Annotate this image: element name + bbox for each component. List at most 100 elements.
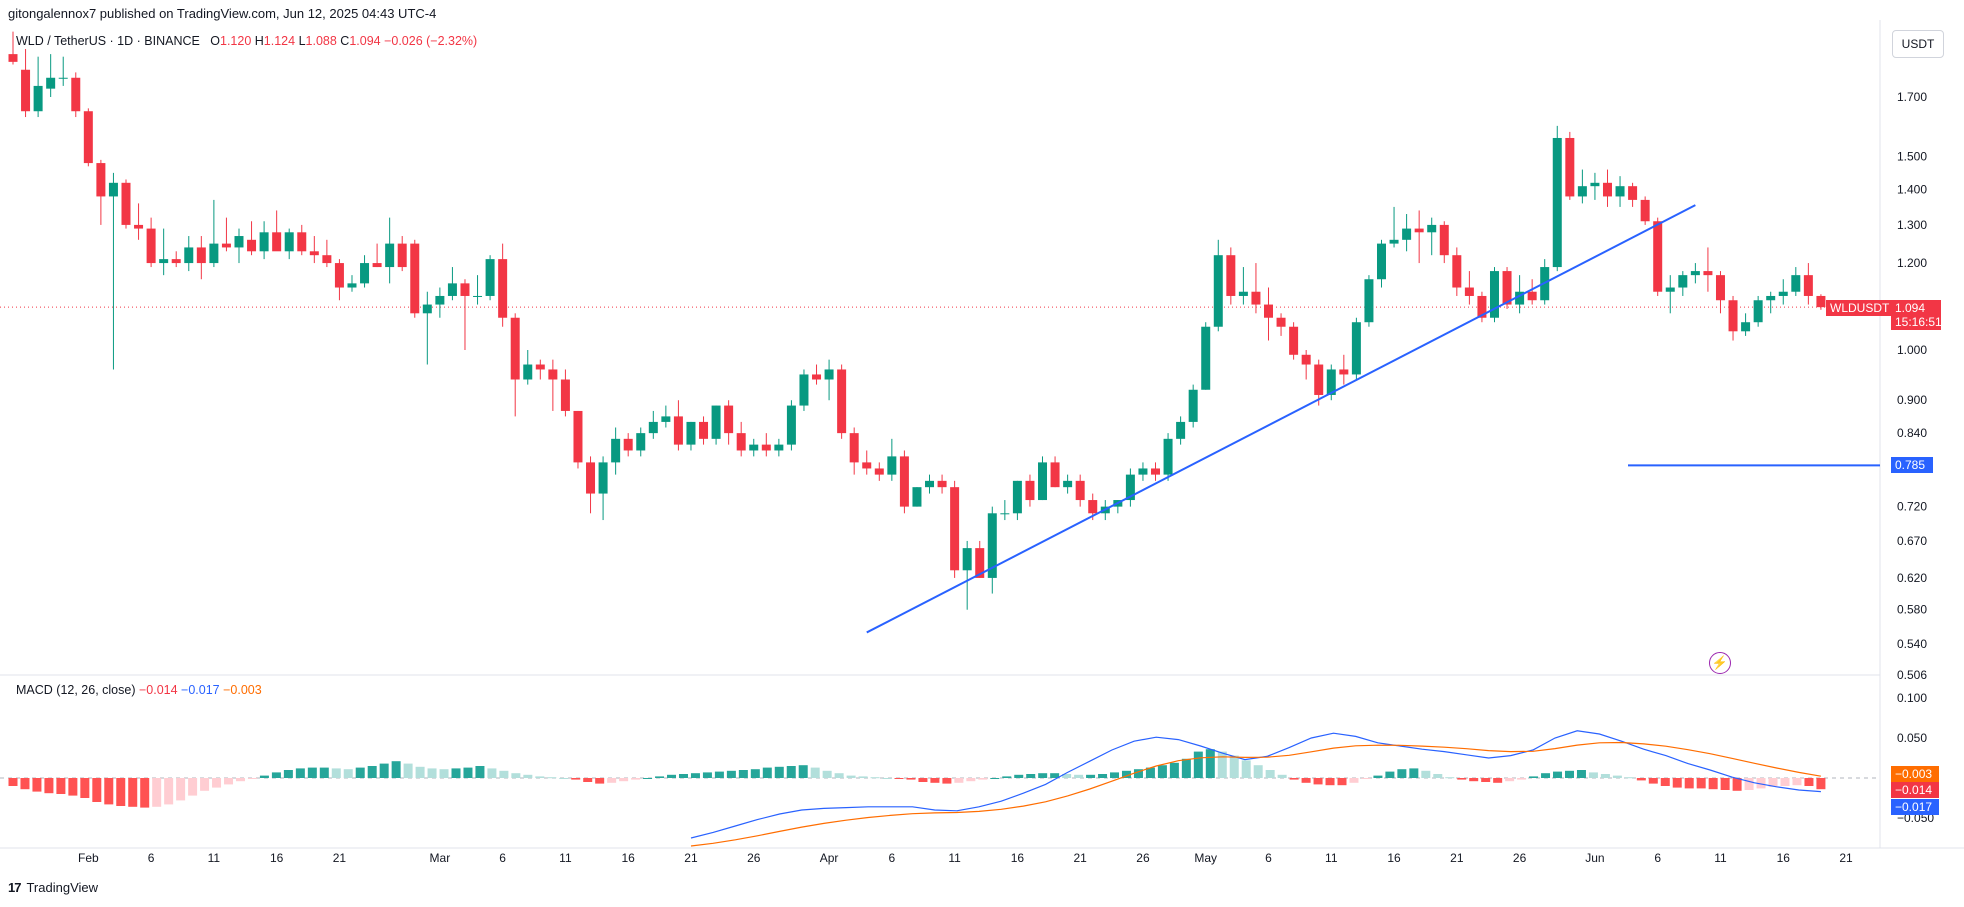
symbol-title[interactable]: WLD / TetherUS · 1D · BINANCE xyxy=(16,34,200,48)
candle-body[interactable] xyxy=(1264,304,1273,318)
candle-body[interactable] xyxy=(1050,462,1060,488)
candle-body[interactable] xyxy=(560,379,570,411)
candle-body[interactable] xyxy=(937,480,947,488)
candle-body[interactable] xyxy=(1326,369,1336,395)
candle-body[interactable] xyxy=(422,304,432,314)
candle-body[interactable] xyxy=(334,263,344,288)
candle-body[interactable] xyxy=(1590,182,1600,187)
candle-body[interactable] xyxy=(1012,480,1022,514)
candle-body[interactable] xyxy=(586,462,596,494)
candle-body[interactable] xyxy=(146,228,156,264)
candle-body[interactable] xyxy=(1728,300,1738,332)
candle-body[interactable] xyxy=(1301,354,1311,365)
candle-body[interactable] xyxy=(1201,326,1211,390)
candle-body[interactable] xyxy=(385,243,395,268)
candle-body[interactable] xyxy=(1238,291,1248,296)
candle-body[interactable] xyxy=(736,433,746,451)
candle-body[interactable] xyxy=(887,456,897,475)
candle-body[interactable] xyxy=(699,421,709,439)
candle-body[interactable] xyxy=(899,456,909,507)
candle-body[interactable] xyxy=(1364,279,1374,323)
candle-body[interactable] xyxy=(1602,182,1612,197)
candle-body[interactable] xyxy=(1188,389,1198,422)
candle-body[interactable] xyxy=(962,548,972,571)
candle-body[interactable] xyxy=(184,247,194,264)
candle-body[interactable] xyxy=(1502,271,1512,305)
candle-body[interactable] xyxy=(862,462,872,469)
candle-body[interactable] xyxy=(523,364,533,380)
candle-body[interactable] xyxy=(874,468,884,475)
candle-body[interactable] xyxy=(498,259,508,318)
candle-body[interactable] xyxy=(1690,271,1700,276)
candle-body[interactable] xyxy=(473,295,483,297)
candle-body[interactable] xyxy=(1339,369,1349,375)
candle-body[interactable] xyxy=(272,232,282,252)
candle-body[interactable] xyxy=(410,243,420,314)
candle-body[interactable] xyxy=(96,163,106,197)
candle-body[interactable] xyxy=(1515,291,1525,305)
candle-body[interactable] xyxy=(535,364,545,370)
currency-button[interactable]: USDT xyxy=(1892,30,1944,58)
candle-body[interactable] xyxy=(799,374,809,406)
candle-body[interactable] xyxy=(1063,480,1073,488)
candle-body[interactable] xyxy=(1452,255,1462,288)
candle-body[interactable] xyxy=(21,69,31,112)
candle-body[interactable] xyxy=(1816,295,1826,308)
candle-body[interactable] xyxy=(1402,228,1412,240)
candle-body[interactable] xyxy=(1427,224,1437,233)
level-tag[interactable]: 0.785 xyxy=(1891,457,1933,473)
candle-body[interactable] xyxy=(1477,295,1487,318)
candle-body[interactable] xyxy=(661,416,671,422)
candle-body[interactable] xyxy=(1376,243,1386,280)
candle-body[interactable] xyxy=(1075,480,1085,501)
candle-body[interactable] xyxy=(1163,438,1173,475)
candle-body[interactable] xyxy=(33,85,43,112)
candle-body[interactable] xyxy=(1803,275,1813,296)
candle-body[interactable] xyxy=(134,224,144,229)
candle-body[interactable] xyxy=(673,416,683,445)
candle-body[interactable] xyxy=(309,251,319,256)
candle-body[interactable] xyxy=(234,236,244,248)
candle-body[interactable] xyxy=(435,295,445,305)
candle-body[interactable] xyxy=(1640,199,1650,222)
ascending-trendline[interactable] xyxy=(866,204,1696,634)
candle-body[interactable] xyxy=(284,232,294,252)
candle-body[interactable] xyxy=(460,283,470,296)
candle-body[interactable] xyxy=(209,243,219,264)
candle-body[interactable] xyxy=(724,405,734,434)
candle-body[interactable] xyxy=(1176,421,1186,439)
macd-title[interactable]: MACD (12, 26, close) xyxy=(16,683,136,697)
candle-body[interactable] xyxy=(950,487,960,571)
candle-body[interactable] xyxy=(837,369,847,434)
candle-body[interactable] xyxy=(975,548,985,578)
candle-body[interactable] xyxy=(573,410,583,463)
candle-body[interactable] xyxy=(1552,137,1562,268)
candle-body[interactable] xyxy=(1351,322,1361,375)
candle-body[interactable] xyxy=(1678,275,1688,288)
candle-body[interactable] xyxy=(196,247,206,264)
candle-body[interactable] xyxy=(297,232,307,252)
candle-body[interactable] xyxy=(1276,317,1286,327)
candle-body[interactable] xyxy=(1791,275,1801,292)
candle-body[interactable] xyxy=(1414,228,1424,233)
candle-body[interactable] xyxy=(849,433,859,463)
candle-body[interactable] xyxy=(58,77,68,79)
candle-body[interactable] xyxy=(925,480,935,488)
candle-body[interactable] xyxy=(636,433,646,451)
candle-body[interactable] xyxy=(749,444,759,451)
candle-body[interactable] xyxy=(598,462,608,494)
candle-body[interactable] xyxy=(397,243,407,268)
candle-body[interactable] xyxy=(8,54,18,62)
candle-body[interactable] xyxy=(1628,186,1638,200)
candle-body[interactable] xyxy=(1314,364,1324,395)
candle-body[interactable] xyxy=(1439,224,1449,256)
candle-body[interactable] xyxy=(1213,255,1223,327)
candle-body[interactable] xyxy=(83,111,93,164)
candle-body[interactable] xyxy=(485,259,495,296)
candle-body[interactable] xyxy=(1741,322,1751,332)
candle-body[interactable] xyxy=(711,405,721,439)
candle-body[interactable] xyxy=(1665,287,1675,292)
candle-body[interactable] xyxy=(1138,468,1148,475)
candle-body[interactable] xyxy=(1251,291,1261,305)
candle-body[interactable] xyxy=(1151,468,1161,475)
